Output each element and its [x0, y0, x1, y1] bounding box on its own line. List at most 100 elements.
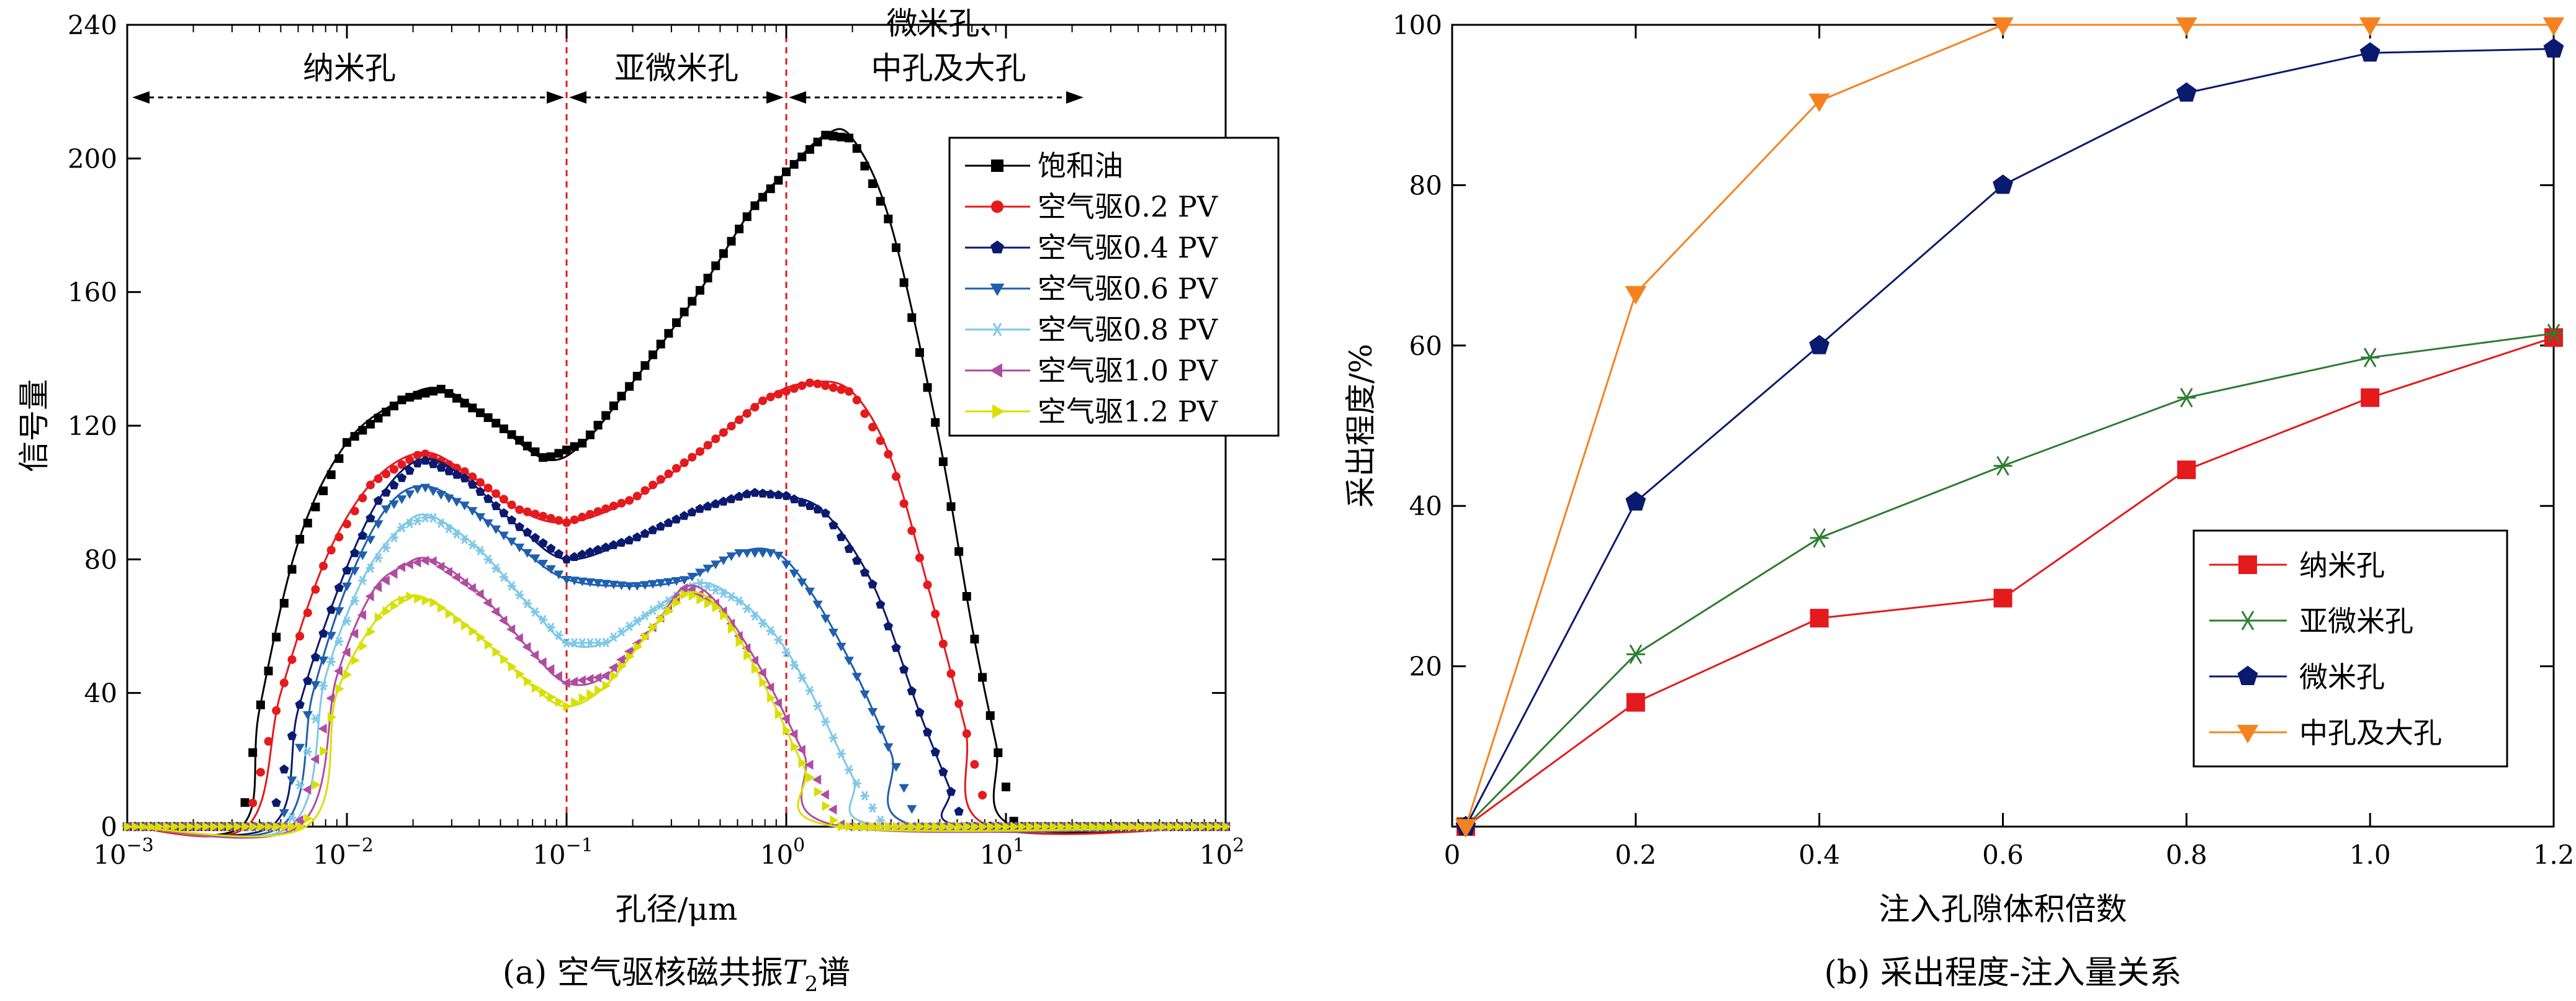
chart-a-data-point: [797, 578, 807, 588]
chart-a-data-point: [483, 413, 493, 422]
chart-a-data-point: [750, 549, 760, 558]
chart-b-data-point: [2359, 17, 2381, 36]
chart-a-data-point: [279, 764, 289, 774]
chart-a-data-point: [530, 554, 541, 563]
chart-a-data-point: [742, 549, 752, 558]
chart-a-data-point: [781, 713, 790, 724]
chart-a-data-point: [907, 526, 917, 536]
chart-a-data-point: [451, 572, 460, 583]
chart-a-data-point: [626, 651, 635, 662]
chart-a-data-point: [726, 552, 737, 562]
chart-a-data-point: [609, 632, 618, 642]
chart-a-data-point: [608, 662, 617, 673]
chart-a-legend-label: 空气驱1.0 PV: [1038, 354, 1218, 387]
chart-a-x-tick-exponent: 2: [1232, 835, 1244, 856]
chart-a-data-point: [883, 621, 893, 631]
chart-a-data-point: [868, 579, 877, 589]
chart-a-series-line: [127, 485, 1226, 838]
chart-a-data-point: [820, 508, 830, 518]
chart-a-data-point: [649, 622, 658, 633]
chart-a-data-point: [624, 582, 635, 591]
chart-a-data-point: [742, 643, 751, 653]
chart-a-data-point: [585, 673, 594, 685]
chart-a-data-point: [767, 693, 776, 703]
chart-a-data-point: [335, 684, 344, 694]
chart-a-data-point: [319, 486, 328, 495]
chart-a-data-point: [734, 492, 744, 501]
chart-a-data-point: [648, 350, 658, 359]
chart-a-data-point: [523, 441, 532, 451]
chart-a-x-tick-exponent: 0: [793, 835, 805, 856]
chart-a-data-point: [796, 745, 806, 755]
chart-a-data-point: [522, 642, 531, 652]
chart-a-data-point: [616, 537, 627, 547]
chart-a-data-point: [766, 626, 775, 636]
chart-a-data-point: [813, 701, 822, 711]
chart-a-data-point: [366, 563, 375, 573]
chart-a-data-point: [506, 624, 516, 635]
chart-a-data-point: [444, 466, 454, 475]
chart-a-data-point: [578, 693, 588, 704]
chart-a-x-tick-exponent: −1: [566, 835, 593, 856]
chart-a-data-point: [703, 274, 712, 283]
chart-a-x-tick-base: 10: [532, 840, 565, 870]
chart-b-data-point: [1809, 334, 1830, 354]
chart-a-data-point: [946, 502, 956, 511]
chart-a-data-point: [916, 821, 925, 832]
chart-a-data-point: [468, 539, 477, 550]
chart-b-data-point: [2361, 388, 2380, 407]
chart-a-data-point: [845, 821, 855, 832]
chart-a-data-point: [539, 511, 548, 521]
chart-a-data-point: [861, 821, 870, 832]
chart-a-data-point: [601, 504, 611, 513]
chart-a-data-point: [531, 509, 540, 519]
chart-a-data-point: [758, 192, 768, 202]
chart-a-data-point: [1080, 821, 1090, 832]
chart-a-data-point: [381, 505, 392, 514]
chart-a-data-point: [954, 806, 964, 816]
chart-a-data-point: [702, 564, 713, 573]
chart-a-data-point: [147, 821, 156, 832]
chart-a-data-point: [546, 452, 555, 461]
chart-a-data-point: [1002, 821, 1012, 832]
chart-a-legend-marker: [991, 159, 1003, 172]
chart-a-data-point: [601, 542, 611, 552]
chart-a-data-point: [836, 532, 846, 541]
chart-a-region-arrowhead: [1066, 91, 1084, 104]
chart-a-data-point: [609, 401, 618, 410]
chart-a-data-point: [538, 538, 548, 547]
chart-a-data-point: [743, 650, 753, 661]
chart-a-data-point: [593, 672, 602, 683]
chart-a-data-point: [750, 611, 760, 621]
chart-a-data-point: [397, 395, 406, 405]
chart-a-data-point: [694, 589, 704, 599]
chart-a-data-point: [711, 560, 721, 570]
chart-b-y-tick-label: 80: [1409, 170, 1442, 200]
chart-a-data-point: [388, 568, 398, 579]
chart-a-region-annotations: 纳米孔 亚微米孔 微米孔、中孔及大孔: [132, 6, 1084, 104]
chart-a-data-point: [845, 133, 854, 143]
chart-a-data-point: [397, 495, 407, 505]
chart-a-legend-marker: [992, 404, 1005, 419]
chart-a-data-point: [1198, 821, 1208, 832]
chart-a-data-point: [272, 632, 281, 642]
chart-a-data-point: [696, 595, 706, 605]
chart-a-data-point: [1112, 821, 1121, 832]
chart-a-data-point: [256, 768, 265, 777]
chart-a-data-point: [514, 544, 525, 553]
chart-a-data-point: [438, 603, 447, 613]
chart-a-data-point: [452, 393, 461, 403]
chart-a-data-point: [727, 623, 737, 634]
chart-a-data-point: [326, 632, 336, 641]
chart-a-data-point: [812, 600, 823, 609]
chart-b-data-point: [1810, 528, 1829, 548]
chart-a-data-point: [758, 396, 768, 405]
chart-a-data-point: [970, 760, 979, 769]
chart-a-data-point: [742, 603, 752, 614]
chart-a-data-point: [248, 748, 258, 757]
chart-a-data-point: [139, 821, 148, 832]
chart-a-data-point: [279, 599, 289, 608]
chart-a-data-point: [389, 465, 398, 474]
chart-a-data-point: [459, 578, 469, 588]
